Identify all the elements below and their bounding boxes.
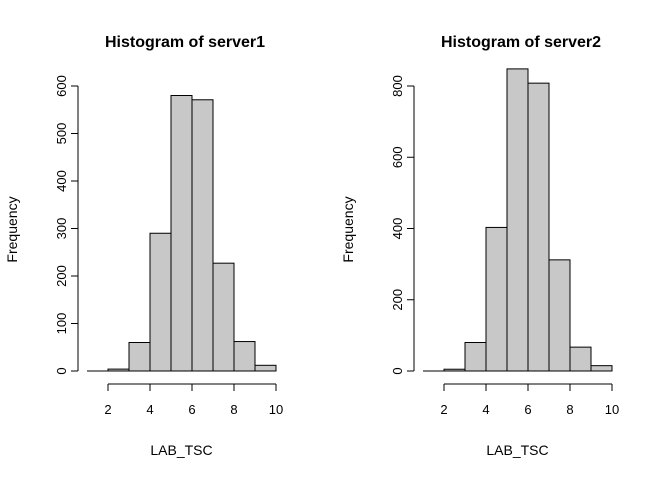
histogram-bar xyxy=(212,262,235,372)
x-tick-label: 8 xyxy=(230,402,237,417)
y-axis-label: Frequency xyxy=(340,196,356,262)
histogram-bar xyxy=(149,232,172,372)
x-axis-label: LAB_TSC xyxy=(150,442,212,458)
histogram-bar xyxy=(128,342,151,372)
y-tick-label: 100 xyxy=(54,313,69,335)
histogram-bar xyxy=(527,82,550,372)
x-tick-label: 2 xyxy=(440,402,447,417)
x-tick-label: 10 xyxy=(605,402,619,417)
y-tick-label: 600 xyxy=(54,75,69,97)
histogram-bar xyxy=(443,368,466,372)
histogram-bar xyxy=(569,346,592,372)
chart-title: Histogram of server2 xyxy=(441,34,601,51)
histogram-panel-server2: Histogram of server2 0 200 400 600 800 2 4 6 8 10 L… xyxy=(340,34,619,458)
y-tick-label: 0 xyxy=(54,367,69,374)
x-tick-label: 4 xyxy=(146,402,153,417)
y-tick-label: 800 xyxy=(390,75,405,97)
y-axis-label: Frequency xyxy=(4,196,20,262)
x-tick-label: 10 xyxy=(269,402,283,417)
histogram-bar xyxy=(485,226,508,372)
histogram-bar xyxy=(233,341,256,372)
y-tick-label: 0 xyxy=(390,367,405,374)
x-tick-label: 6 xyxy=(188,402,195,417)
y-tick-label: 300 xyxy=(54,218,69,240)
histogram-bar xyxy=(170,95,193,372)
y-tick-label: 400 xyxy=(54,170,69,192)
chart-title: Histogram of server1 xyxy=(105,34,265,51)
histogram-bar xyxy=(107,368,130,372)
histogram-bar xyxy=(464,342,487,372)
y-tick-label: 600 xyxy=(390,146,405,168)
histogram-bar xyxy=(590,365,613,372)
histogram-bar xyxy=(548,259,571,372)
x-axis-label: LAB_TSC xyxy=(486,442,548,458)
x-tick-label: 8 xyxy=(566,402,573,417)
y-tick-label: 200 xyxy=(390,289,405,311)
histogram-bar xyxy=(254,364,277,372)
y-tick-label: 400 xyxy=(390,218,405,240)
x-tick-label: 2 xyxy=(104,402,111,417)
histogram-panel-server1: Histogram of server1 0 100 200 300 400 500 600 2… xyxy=(4,34,283,458)
y-tick-label: 500 xyxy=(54,123,69,145)
x-tick-label: 4 xyxy=(482,402,489,417)
histogram-bar xyxy=(191,99,214,372)
histogram-bar xyxy=(506,68,529,372)
x-tick-label: 6 xyxy=(524,402,531,417)
y-tick-label: 200 xyxy=(54,265,69,287)
